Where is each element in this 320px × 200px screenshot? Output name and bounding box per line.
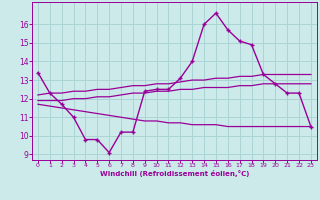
X-axis label: Windchill (Refroidissement éolien,°C): Windchill (Refroidissement éolien,°C) [100,170,249,177]
